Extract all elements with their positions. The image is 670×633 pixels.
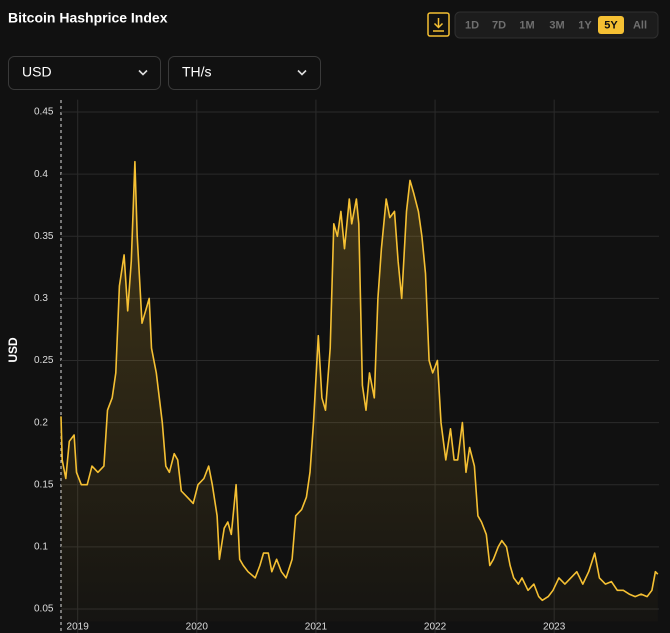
range-label: 7D: [492, 19, 506, 31]
range-button[interactable]: 1D: [465, 19, 479, 31]
range-button[interactable]: 1M: [519, 19, 534, 31]
range-button[interactable]: 3M: [549, 19, 564, 31]
plot: 0.05 0.1 0.15 0.2 0.25 0.3 0.35 0.4 0.45 2019 2020…: [34, 99, 659, 633]
select-box: [8, 56, 161, 90]
x-tick-label: 2020: [186, 622, 209, 633]
download-icon: [433, 18, 444, 32]
chevron: [297, 69, 307, 76]
range-button[interactable]: 7D: [492, 19, 506, 31]
y-tick-label: 0.4: [34, 169, 48, 180]
range-label: 3M: [549, 19, 564, 31]
title: Bitcoin Hashprice Index: [8, 10, 168, 26]
range-button[interactable]: 1Y: [578, 19, 592, 31]
range-highlight: [598, 16, 624, 34]
y-tick-label: 0.45: [34, 107, 54, 118]
y-tick-label: 0.05: [34, 604, 54, 615]
x-tick-label: 2023: [543, 622, 566, 633]
range-buttons: 1D 7D 1M 3M 1Y 5Y All: [465, 16, 647, 34]
range-label: 1D: [465, 19, 479, 31]
x-tick-label: 2021: [305, 622, 328, 633]
range-button[interactable]: 5Y: [598, 16, 624, 34]
unit-select[interactable]: TH/s: [168, 56, 321, 90]
range-label: All: [633, 19, 647, 31]
y-tick-label: 0.15: [34, 479, 54, 490]
download-button[interactable]: [427, 12, 450, 37]
range-label: 1Y: [578, 19, 592, 31]
select-value: TH/s: [182, 64, 212, 80]
area: [61, 161, 658, 622]
y-tick-label: 0.35: [34, 231, 54, 242]
select-box: [168, 56, 321, 90]
y-tick-label: 0.25: [34, 355, 54, 366]
select-value: USD: [22, 64, 52, 80]
range-label: 5Y: [604, 19, 618, 31]
range-label: 1M: [519, 19, 534, 31]
y-axis-label: USD: [6, 337, 20, 363]
y-tick-label: 0.3: [34, 293, 48, 304]
y-tick-label: 0.1: [34, 541, 48, 552]
x-tick-label: 2022: [424, 622, 447, 633]
currency-select[interactable]: USD: [8, 56, 161, 90]
range-button[interactable]: All: [633, 19, 647, 31]
download-frame: [427, 12, 450, 37]
line: [60, 160, 659, 602]
x-tick-label: 2019: [67, 622, 90, 633]
chevron: [138, 69, 148, 76]
y-tick-label: 0.2: [34, 417, 48, 428]
